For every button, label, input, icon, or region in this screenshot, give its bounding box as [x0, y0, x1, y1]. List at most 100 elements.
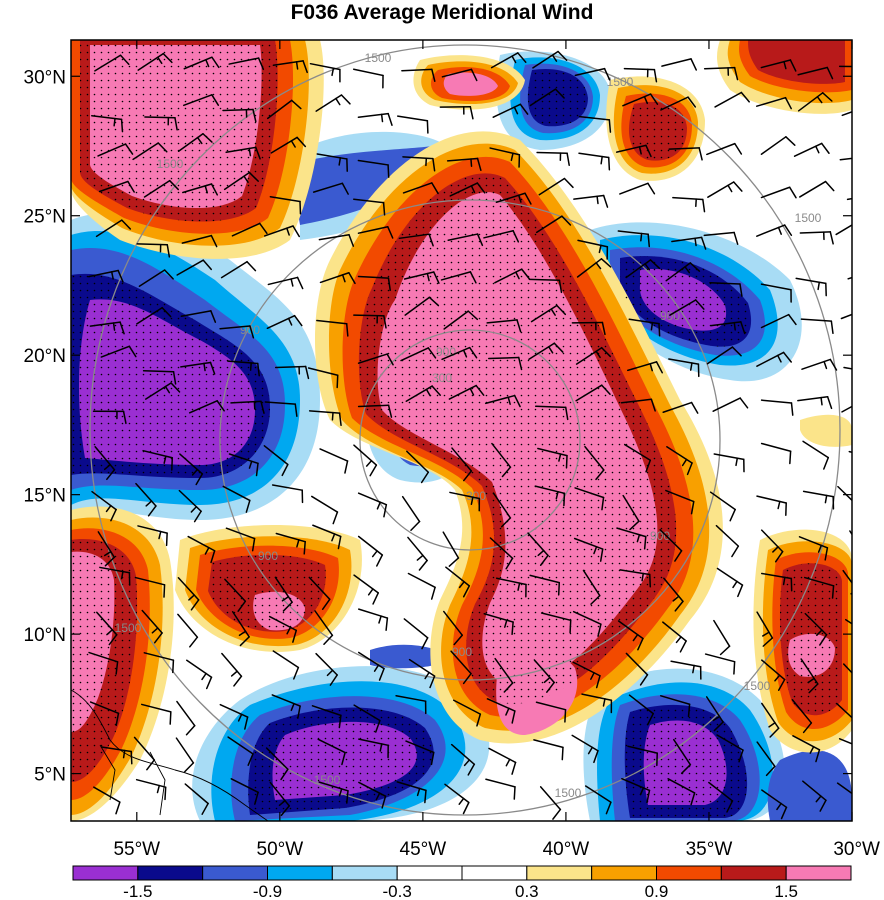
wind-barb [486, 319, 522, 333]
wind-barb [143, 179, 179, 198]
wind-barb [91, 490, 117, 522]
wind-barb [535, 701, 567, 723]
wind-barb [222, 108, 257, 123]
wind-barb [100, 345, 137, 358]
wind-barb [312, 182, 349, 195]
wind-barb [801, 358, 838, 371]
y-axis: 30°N 25°N 20°N 15°N 10°N 5°N [24, 67, 852, 786]
wind-barb [571, 321, 606, 336]
wind-barb [407, 572, 436, 600]
wind-barb [352, 68, 384, 89]
wind-barb [756, 495, 787, 516]
wind-barb [791, 698, 813, 734]
wind-barb [760, 136, 796, 155]
contour-label: 1500 [115, 621, 142, 635]
wind-barb [228, 453, 259, 477]
wind-barb [535, 405, 569, 421]
wind-barb [582, 569, 601, 605]
wind-barb [663, 577, 684, 612]
wind-barb [358, 781, 387, 809]
wind-barb [398, 233, 434, 247]
wind-barb [97, 531, 116, 567]
wind-barb [134, 576, 166, 598]
wind-barb [135, 778, 167, 801]
wind-barb [141, 703, 172, 725]
colorbar-label: -0.9 [253, 882, 282, 900]
wind-barb [665, 262, 701, 282]
wind-barb [760, 313, 797, 329]
wind-barb [703, 231, 739, 245]
wind-barb [621, 777, 651, 804]
wind-barb [534, 485, 566, 507]
wind-barb [483, 613, 514, 636]
y-tick-label: 20°N [24, 346, 66, 367]
wind-barb [619, 182, 656, 195]
wind-barb [178, 489, 202, 523]
wind-barb [715, 524, 740, 558]
wind-barb [272, 60, 308, 74]
contour-labels: 1500 1500 1500 1500 1500 1500 900 900 900 900 300 3… [115, 51, 822, 800]
y-tick-label: 25°N [24, 207, 66, 228]
wind-barb [490, 52, 527, 69]
wind-barb [492, 492, 512, 528]
colorbar-swatch [591, 865, 658, 881]
wind-barb [760, 442, 792, 465]
wind-barb [143, 652, 175, 674]
wind-barb [761, 789, 788, 820]
wind-barb [227, 736, 254, 766]
wind-barb [177, 613, 199, 648]
wind-barb [533, 659, 555, 693]
wind-barb [266, 314, 303, 330]
wind-barb [442, 531, 460, 567]
wind-barb [450, 743, 476, 776]
wind-barb [440, 271, 477, 284]
wind-barb [405, 385, 442, 402]
contour-label: 300 [432, 371, 452, 385]
wind-barb [799, 231, 834, 245]
wind-barb [673, 738, 692, 775]
wind-barb [622, 494, 640, 531]
wind-barb [536, 151, 570, 167]
colorbar-swatch [267, 865, 333, 881]
wind-barb [353, 704, 381, 733]
colorbar-label: 0.3 [515, 882, 539, 900]
wind-barb [836, 782, 852, 795]
contour-label: 1500 [744, 679, 771, 693]
contour-label: 1500 [795, 211, 822, 225]
wind-barb [578, 115, 612, 133]
wind-barb [89, 701, 120, 727]
colorbar-swatch [396, 865, 463, 881]
wind-barb [800, 658, 819, 694]
wind-barb [269, 781, 290, 817]
wind-barb [188, 400, 225, 414]
wind-barb [395, 694, 427, 715]
wind-barb [528, 278, 563, 294]
x-tick-label: 40°W [543, 839, 590, 860]
contour-label: 1500 [555, 786, 582, 800]
wind-barb [529, 574, 561, 596]
wind-barb [311, 705, 342, 729]
wind-barb [842, 663, 852, 674]
wind-barb [441, 68, 478, 82]
wind-barb [315, 94, 351, 112]
wind-barb [357, 492, 388, 518]
wind-barb [709, 491, 736, 522]
wind-barb [400, 347, 437, 362]
wind-barb [484, 394, 521, 408]
wind-barb [358, 738, 389, 759]
wind-barb [451, 447, 473, 482]
wind-barb [353, 444, 378, 477]
wind-barb [177, 132, 213, 153]
wind-barb [616, 527, 647, 550]
wind-barb [760, 399, 794, 416]
wind-barb [703, 66, 739, 81]
contour-label: 900 [258, 549, 278, 563]
wind-barb [841, 111, 852, 117]
wind-barb [623, 443, 652, 473]
wind-barb [184, 783, 209, 815]
chart-title: F036 Average Meridional Wind [290, 1, 594, 24]
wind-barbs [88, 50, 852, 820]
colorbar-label: 0.9 [645, 882, 669, 900]
wind-barb [396, 781, 427, 804]
wind-barb [761, 702, 780, 738]
